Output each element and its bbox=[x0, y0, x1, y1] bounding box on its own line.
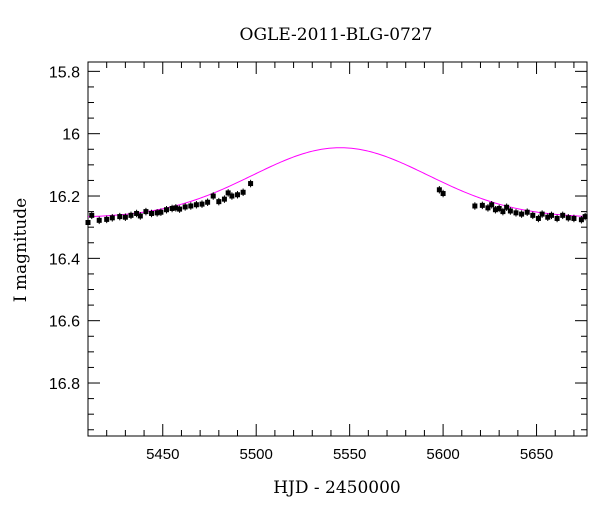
data-point bbox=[177, 206, 183, 212]
data-point bbox=[137, 213, 143, 219]
data-point bbox=[530, 212, 536, 218]
data-point bbox=[109, 215, 115, 221]
model-curve bbox=[87, 147, 588, 218]
data-point bbox=[128, 212, 134, 218]
data-point bbox=[216, 199, 222, 205]
data-point bbox=[500, 209, 506, 215]
data-point bbox=[524, 209, 530, 215]
data-point bbox=[472, 203, 478, 209]
y-tick-label: 15.8 bbox=[49, 64, 80, 81]
data-point bbox=[548, 212, 554, 218]
data-point bbox=[85, 220, 91, 226]
x-axis-label: HJD - 2450000 bbox=[273, 478, 401, 498]
data-point bbox=[221, 196, 227, 202]
data-point bbox=[504, 204, 510, 210]
data-point bbox=[154, 210, 160, 216]
data-point bbox=[545, 214, 551, 220]
data-point bbox=[169, 205, 175, 211]
data-point bbox=[104, 216, 110, 222]
data-point bbox=[492, 207, 498, 213]
x-tick-label: 5500 bbox=[240, 446, 273, 463]
data-point bbox=[479, 202, 485, 208]
x-tick-label: 5600 bbox=[426, 446, 459, 463]
y-tick-label: 16.8 bbox=[49, 376, 80, 393]
y-tick-label: 16.6 bbox=[49, 314, 80, 331]
data-point bbox=[199, 201, 205, 207]
data-point bbox=[507, 208, 513, 214]
data-point bbox=[122, 214, 128, 220]
data-point bbox=[535, 215, 541, 221]
data-point bbox=[158, 209, 164, 215]
data-point bbox=[182, 204, 188, 210]
data-point bbox=[89, 212, 95, 218]
data-point bbox=[248, 181, 254, 187]
data-point bbox=[143, 209, 149, 215]
data-point bbox=[496, 205, 502, 211]
y-tick-label: 16.2 bbox=[49, 189, 80, 206]
data-point bbox=[205, 199, 211, 205]
y-tick-label: 16.4 bbox=[49, 251, 80, 268]
data-point bbox=[436, 187, 442, 193]
data-point bbox=[117, 214, 123, 220]
data-point bbox=[440, 191, 446, 197]
data-point bbox=[539, 211, 545, 217]
data-point bbox=[163, 207, 169, 213]
data-point bbox=[560, 212, 566, 218]
x-tick-label: 5550 bbox=[333, 446, 366, 463]
x-tick-label: 5450 bbox=[146, 446, 179, 463]
data-point bbox=[571, 215, 577, 221]
data-point bbox=[582, 214, 588, 220]
data-point bbox=[235, 192, 241, 198]
y-axis-label: I magnitude bbox=[11, 198, 31, 302]
data-point bbox=[565, 215, 571, 221]
data-point bbox=[210, 193, 216, 199]
data-point bbox=[554, 215, 560, 221]
data-point bbox=[188, 203, 194, 209]
plot-frame bbox=[87, 61, 588, 437]
data-point bbox=[149, 210, 155, 216]
data-point bbox=[173, 205, 179, 211]
data-point bbox=[485, 205, 491, 211]
data-point bbox=[134, 210, 140, 216]
data-point bbox=[519, 211, 525, 217]
plot-area: 15.8 16 16.2 16.4 16.6 16.8 5450 5500 5550 5600 56… bbox=[49, 61, 588, 463]
data-point bbox=[96, 217, 102, 223]
data-point bbox=[489, 202, 495, 208]
data-point bbox=[225, 190, 231, 196]
y-tick-label: 16 bbox=[62, 127, 80, 144]
chart-title: OGLE-2011-BLG-0727 bbox=[240, 25, 433, 45]
data-point bbox=[193, 202, 199, 208]
data-point bbox=[578, 217, 584, 223]
x-tick-label: 5650 bbox=[520, 446, 553, 463]
data-point bbox=[229, 193, 235, 199]
data-point bbox=[513, 210, 519, 216]
data-point bbox=[240, 189, 246, 195]
